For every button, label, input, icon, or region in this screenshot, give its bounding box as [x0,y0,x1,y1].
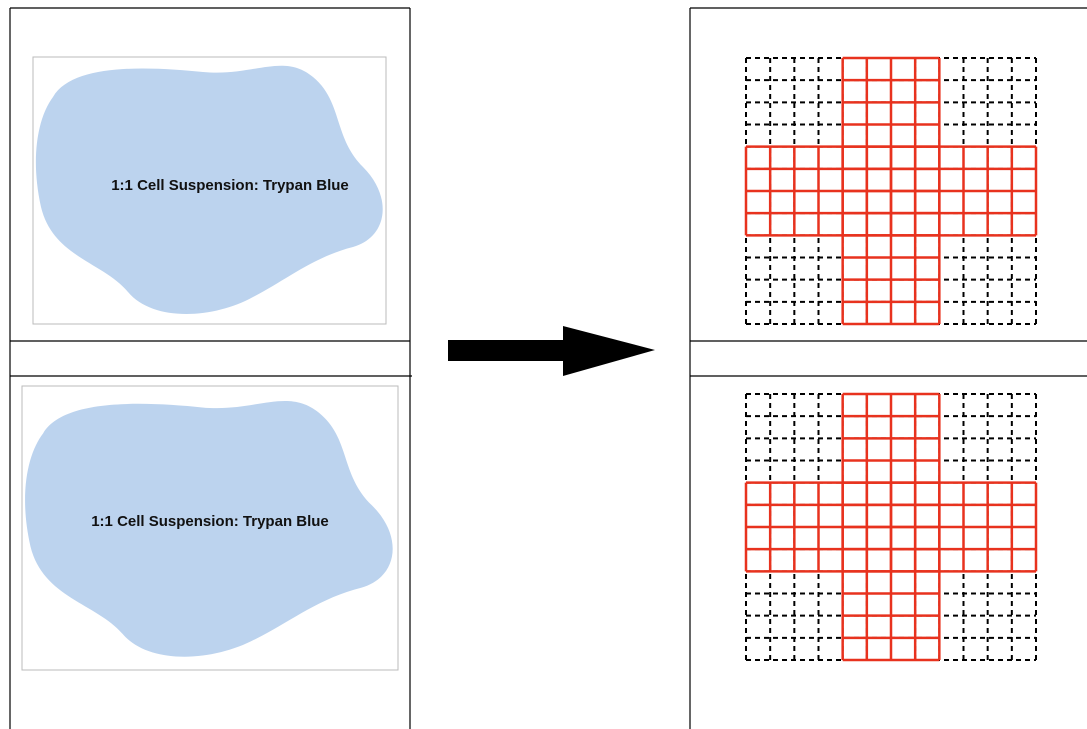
diagram-art [0,0,1087,729]
diagram: 1:1 Cell Suspension: Trypan Blue 1:1 Cel… [0,0,1087,729]
sample-label: 1:1 Cell Suspension: Trypan Blue [90,512,330,532]
arrow [448,326,655,376]
hemocytometer-grid [746,58,1036,324]
hemocytometer-grid [746,394,1036,660]
sample-label: 1:1 Cell Suspension: Trypan Blue [110,176,350,196]
